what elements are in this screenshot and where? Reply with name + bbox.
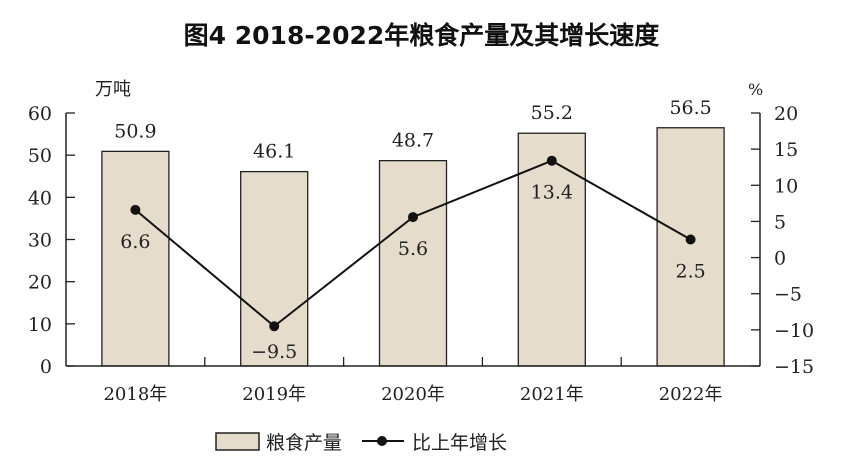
x-tick-label: 2018年 xyxy=(103,384,167,405)
legend-bar-label: 粮食产量 xyxy=(266,432,342,454)
bar xyxy=(378,159,448,367)
bar-value-label: 55.2 xyxy=(531,102,573,124)
left-tick-label: 0 xyxy=(40,356,52,378)
left-tick-label: 40 xyxy=(28,187,52,209)
right-tick-label: 10 xyxy=(774,175,798,197)
legend-line-marker xyxy=(377,436,387,446)
growth-value-label: 6.6 xyxy=(120,231,150,253)
left-tick-label: 60 xyxy=(28,103,52,125)
growth-point xyxy=(685,234,696,245)
x-tick-label: 2019年 xyxy=(242,384,306,405)
growth-point xyxy=(408,212,418,223)
bar xyxy=(656,127,725,367)
left-tick-label: 30 xyxy=(28,230,52,252)
bar-value-label: 48.7 xyxy=(392,130,434,152)
legend-line-label: 比上年增长 xyxy=(412,432,507,454)
x-tick-label: 2022年 xyxy=(659,384,723,405)
right-tick-label: 5 xyxy=(774,211,786,233)
right-axis-unit: % xyxy=(748,80,763,99)
growth-value-label: 13.4 xyxy=(531,182,573,204)
bar xyxy=(517,132,586,367)
growth-point xyxy=(546,155,557,166)
bar-value-label: 46.1 xyxy=(253,141,295,163)
growth-value-label: −9.5 xyxy=(251,341,297,363)
bar xyxy=(240,170,309,367)
growth-value-label: 5.6 xyxy=(398,238,428,260)
right-tick-label: −5 xyxy=(774,284,802,306)
growth-value-label: 2.5 xyxy=(675,261,705,283)
chart-title: 图4 2018-2022年粮食产量及其增长速度 xyxy=(183,21,660,50)
right-tick-label: −15 xyxy=(774,356,814,378)
bar-value-label: 56.5 xyxy=(669,97,711,119)
left-axis-unit: 万吨 xyxy=(95,79,131,100)
right-tick-label: 0 xyxy=(774,248,786,270)
legend-bar-swatch xyxy=(215,432,260,451)
growth-point xyxy=(130,204,141,215)
left-tick-label: 50 xyxy=(28,145,52,167)
growth-point xyxy=(269,321,280,332)
bar-value-label: 50.9 xyxy=(114,120,156,142)
left-tick-label: 20 xyxy=(28,272,52,294)
x-tick-label: 2021年 xyxy=(520,384,584,405)
left-tick-label: 10 xyxy=(28,314,52,336)
right-tick-label: 20 xyxy=(774,103,798,125)
bar xyxy=(101,150,170,367)
x-tick-label: 2020年 xyxy=(381,384,445,405)
right-tick-label: −10 xyxy=(774,320,814,342)
right-tick-label: 15 xyxy=(774,139,798,161)
